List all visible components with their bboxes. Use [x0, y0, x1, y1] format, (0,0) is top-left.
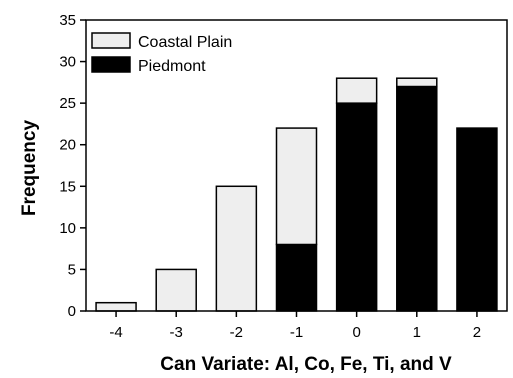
y-tick-label: 0 — [68, 303, 76, 320]
bar-piedmont--1 — [275, 243, 318, 312]
bar-coastal-plain--1 — [275, 127, 318, 246]
bar-coastal-plain-1 — [396, 77, 438, 88]
y-tick-label: 5 — [68, 261, 76, 278]
x-tick-label: -3 — [170, 324, 183, 341]
x-tick-label: -1 — [290, 324, 303, 341]
x-tick-label: 2 — [473, 324, 481, 341]
bar-piedmont-1 — [396, 85, 438, 312]
y-tick-label: 35 — [59, 12, 76, 29]
x-tick-label: 0 — [352, 324, 360, 341]
legend-label-coastal-plain: Coastal Plain — [138, 34, 232, 51]
y-tick-label: 30 — [59, 54, 76, 71]
bar-coastal-plain--3 — [155, 268, 197, 312]
bar-piedmont-0 — [335, 102, 378, 312]
y-tick-label: 15 — [59, 178, 76, 195]
x-tick-label: -2 — [230, 324, 243, 341]
x-tick-label: 1 — [413, 324, 421, 341]
legend-swatch-coastal-plain — [91, 32, 131, 49]
bar-coastal-plain--2 — [215, 185, 258, 312]
axes-layer: 0 5 10 15 20 25 30 35 -4 -3 -2 -1 0 1 2 — [59, 12, 508, 341]
x-axis-title: Can Variate: Al, Co, Fe, Ti, and V — [160, 354, 452, 375]
y-tick-label: 20 — [59, 137, 76, 154]
bar-piedmont-2 — [456, 127, 498, 312]
legend: Coastal Plain Piedmont — [91, 32, 232, 75]
legend-label-piedmont: Piedmont — [138, 58, 206, 75]
legend-swatch-piedmont — [91, 56, 131, 73]
bar-coastal-plain--4 — [95, 301, 137, 312]
bar-coastal-plain-0 — [335, 77, 378, 104]
y-tick-label: 25 — [59, 95, 76, 112]
bars-layer — [95, 77, 498, 312]
y-axis-title: Frequency — [19, 120, 40, 217]
x-tick-label: -4 — [109, 324, 122, 341]
y-tick-label: 10 — [59, 220, 76, 237]
